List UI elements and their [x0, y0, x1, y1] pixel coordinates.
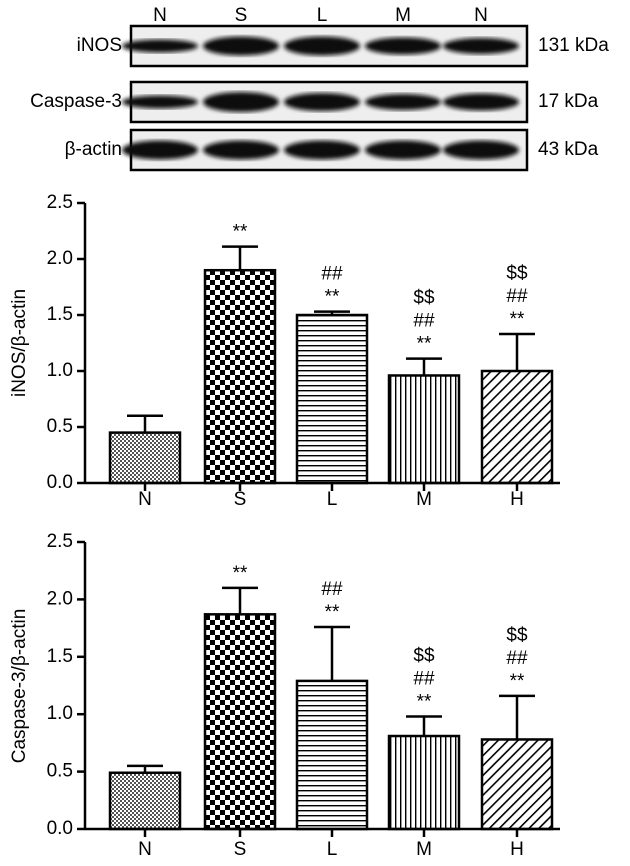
x-tick-label: N: [138, 839, 152, 860]
bar: [480, 369, 554, 485]
blot-band: [203, 92, 279, 112]
significance-label: **: [233, 222, 248, 243]
significance-label: $$: [413, 646, 435, 667]
significance-label: ##: [506, 286, 528, 307]
size-label: 17 kDa: [538, 91, 599, 112]
y-tick-label: 1.5: [47, 304, 73, 325]
bar: [108, 771, 182, 831]
blot-band: [284, 93, 360, 111]
y-tick-label: 0.0: [47, 472, 73, 493]
bar: [387, 734, 461, 831]
lane-label: M: [395, 5, 411, 26]
y-tick-label: 2.5: [47, 192, 73, 213]
blot-band: [365, 37, 441, 55]
y-tick-label: 1.5: [47, 646, 73, 667]
blot-band: [365, 94, 441, 110]
significance-label: $$: [413, 288, 435, 309]
bar: [203, 268, 277, 485]
x-tick-label: M: [416, 489, 432, 510]
lane-label: N: [474, 5, 488, 26]
blot-band: [284, 36, 360, 56]
bar: [203, 613, 277, 831]
size-label: 131 kDa: [538, 35, 609, 56]
blot-band: [203, 140, 279, 160]
bar: [387, 374, 461, 485]
x-tick-label: M: [416, 839, 432, 860]
significance-label: **: [325, 602, 340, 623]
significance-label: **: [417, 692, 432, 713]
significance-label: **: [417, 334, 432, 355]
x-tick-label: S: [234, 489, 247, 510]
blot-band: [203, 36, 279, 56]
blot-band: [443, 140, 519, 160]
protein-label: iNOS: [77, 35, 122, 56]
x-tick-label: L: [327, 489, 338, 510]
x-tick-label: H: [510, 839, 524, 860]
size-label: 43 kDa: [538, 139, 599, 160]
significance-label: **: [325, 287, 340, 308]
protein-label: Caspase-3: [30, 91, 122, 112]
blot-band: [122, 140, 198, 160]
bar: [108, 431, 182, 485]
protein-label: β-actin: [65, 139, 122, 160]
significance-label: **: [510, 671, 525, 692]
bar: [295, 313, 369, 485]
significance-label: ##: [413, 669, 435, 690]
blot-band: [443, 93, 519, 111]
y-axis-label: iNOS/β-actin: [9, 289, 30, 397]
x-tick-label: H: [510, 489, 524, 510]
significance-label: $$: [506, 625, 528, 646]
significance-label: ##: [413, 311, 435, 332]
blot-band: [122, 39, 198, 53]
significance-label: **: [510, 309, 525, 330]
y-tick-label: 2.0: [47, 588, 73, 609]
y-tick-label: 1.0: [47, 703, 73, 724]
significance-label: **: [233, 563, 248, 584]
lane-label: L: [317, 5, 328, 26]
y-tick-label: 0.5: [47, 416, 73, 437]
lane-label: S: [235, 5, 248, 26]
significance-label: ##: [321, 264, 343, 285]
blot-band: [443, 38, 519, 54]
x-tick-label: N: [138, 489, 152, 510]
y-tick-label: 0.5: [47, 761, 73, 782]
y-axis-label: Caspase-3/β-actin: [9, 609, 30, 764]
lane-label: N: [153, 5, 167, 26]
x-tick-label: S: [234, 839, 247, 860]
blot-band: [365, 140, 441, 160]
significance-label: ##: [506, 648, 528, 669]
y-tick-label: 0.0: [47, 818, 73, 839]
blot-band: [284, 140, 360, 160]
y-tick-label: 2.0: [47, 248, 73, 269]
bar: [480, 738, 554, 831]
x-tick-label: L: [327, 839, 338, 860]
bar: [295, 679, 369, 831]
significance-label: ##: [321, 579, 343, 600]
y-tick-label: 2.5: [47, 531, 73, 552]
y-tick-label: 1.0: [47, 360, 73, 381]
blot-band: [122, 95, 198, 109]
significance-label: $$: [506, 263, 528, 284]
